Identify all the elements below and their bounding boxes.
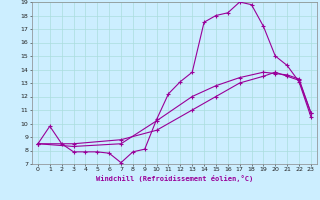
- X-axis label: Windchill (Refroidissement éolien,°C): Windchill (Refroidissement éolien,°C): [96, 175, 253, 182]
